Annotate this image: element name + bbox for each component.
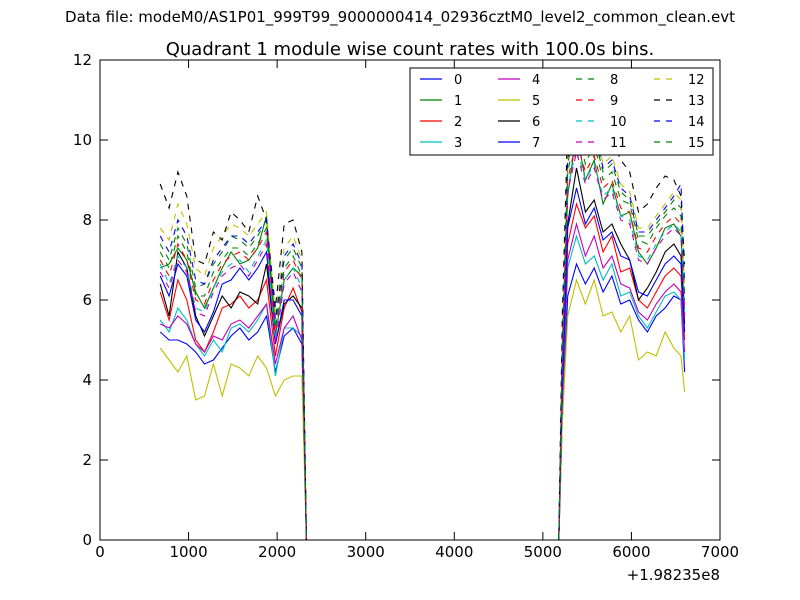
- x-tick-label: 3000: [347, 543, 385, 561]
- legend-label: 3: [454, 136, 462, 151]
- chart-title: Quadrant 1 module wise count rates with …: [166, 39, 655, 60]
- series-line-10: [159, 147, 686, 541]
- y-tick-label: 4: [82, 371, 92, 389]
- x-offset-label: +1.98235e8: [627, 566, 720, 584]
- legend-label: 2: [454, 115, 462, 130]
- legend-box: [409, 67, 714, 156]
- x-tick-label: 0: [95, 543, 105, 561]
- series-line-15: [159, 127, 686, 541]
- x-tick-label: 2000: [258, 543, 296, 561]
- legend-label: 14: [688, 115, 705, 130]
- y-tick-label: 6: [82, 291, 92, 309]
- series-line-7: [159, 187, 686, 541]
- x-tick-label: 5000: [524, 543, 562, 561]
- legend-label: 15: [688, 136, 705, 151]
- legend-label: 1: [454, 94, 462, 109]
- legend-label: 7: [532, 136, 540, 151]
- series-line-14: [159, 115, 686, 541]
- legend-label: 10: [610, 115, 627, 130]
- series-line-11: [159, 151, 686, 541]
- y-tick-label: 10: [73, 131, 92, 149]
- legend-label: 0: [454, 73, 462, 88]
- legend-label: 4: [532, 73, 540, 88]
- legend-label: 11: [610, 136, 627, 151]
- y-tick-label: 0: [82, 531, 92, 549]
- y-tick-label: 2: [82, 451, 92, 469]
- legend-label: 6: [532, 115, 540, 130]
- legend-label: 13: [688, 94, 705, 109]
- series-line-2: [159, 202, 686, 541]
- series-line-6: [159, 167, 686, 541]
- legend-label: 5: [532, 94, 540, 109]
- x-tick-label: 6000: [612, 543, 650, 561]
- x-tick-label: 4000: [435, 543, 473, 561]
- y-tick-label: 8: [82, 211, 92, 229]
- y-tick-label: 12: [73, 51, 92, 69]
- series-line-4: [159, 221, 686, 541]
- legend-label: 12: [688, 73, 705, 88]
- x-tick-label: 1000: [169, 543, 207, 561]
- series-line-9: [159, 139, 686, 541]
- series-line-0: [159, 262, 686, 541]
- series-line-3: [159, 234, 686, 541]
- figure-suptitle: Data file: modeM0/AS1P01_999T99_90000004…: [65, 8, 735, 26]
- legend-label: 9: [610, 94, 618, 109]
- x-tick-label: 7000: [701, 543, 739, 561]
- series-line-5: [159, 278, 686, 541]
- legend-label: 8: [610, 73, 618, 88]
- series-line-8: [159, 119, 686, 541]
